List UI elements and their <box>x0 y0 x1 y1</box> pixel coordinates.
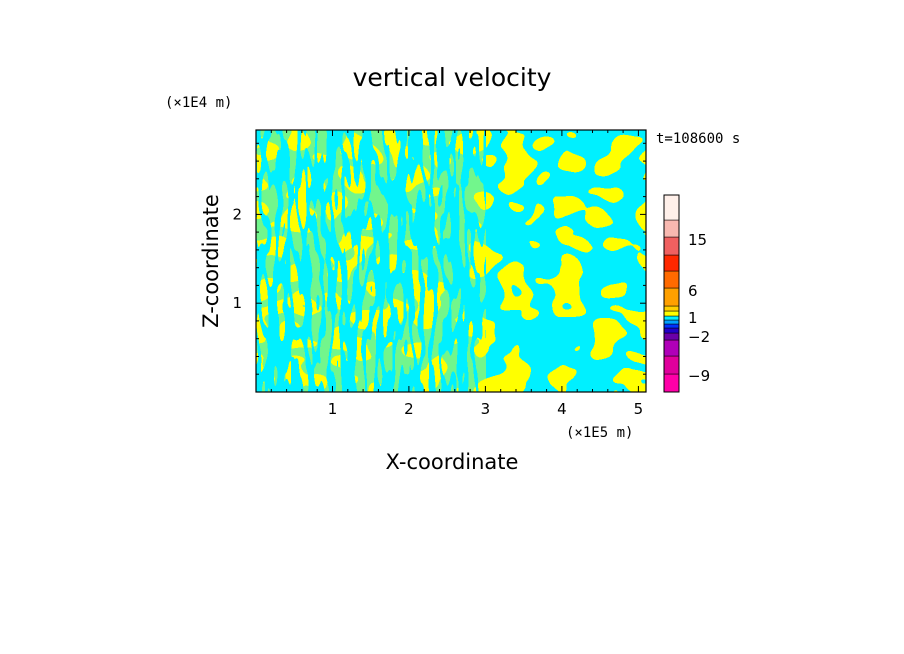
colorbar-level <box>663 270 680 289</box>
colorbar-level <box>663 332 680 341</box>
y-axis-unit: (×1E4 m) <box>165 95 232 111</box>
colorbar-tick-label: −9 <box>688 367 710 385</box>
colorbar-level <box>663 323 680 329</box>
colorbar-level <box>663 373 680 393</box>
colorbar-level <box>663 319 680 325</box>
colorbar-frame <box>663 194 680 393</box>
colorbar-level <box>663 315 680 321</box>
colorbar-tick-label: −2 <box>688 328 710 346</box>
negative-overlay <box>256 130 646 392</box>
colorbar-tick-label: 6 <box>688 282 698 300</box>
colorbar-tick-label: 1 <box>688 309 698 327</box>
colorbar-level <box>663 355 680 375</box>
x-axis-label: X-coordinate <box>386 450 519 474</box>
x-tick-label: 5 <box>634 400 644 418</box>
y-tick-label: 1 <box>232 294 242 312</box>
colorbar-level <box>663 254 680 272</box>
x-axis: 1 2 3 4 5 <box>270 130 644 418</box>
plot-frame <box>255 129 647 393</box>
colorbar-level <box>663 305 680 312</box>
colorbar-level <box>663 287 680 307</box>
colorbar-tick-label: 15 <box>688 231 707 249</box>
chart-title: vertical velocity <box>353 63 552 92</box>
x-tick-label: 1 <box>328 400 338 418</box>
x-tick-label: 2 <box>404 400 414 418</box>
colorbar <box>663 194 680 393</box>
x-tick-label: 4 <box>557 400 567 418</box>
colorbar-level <box>663 194 680 221</box>
colorbar-level <box>663 219 680 238</box>
colorbar-level <box>663 327 680 334</box>
contour-field <box>256 130 646 392</box>
colorbar-ticks: 15 6 1−2 −9 <box>688 231 710 385</box>
y-axis: 12 <box>232 142 646 375</box>
y-axis-label: Z-coordinate <box>199 194 223 328</box>
y-tick-label: 2 <box>232 205 242 223</box>
x-axis-unit: (×1E5 m) <box>566 425 633 441</box>
colorbar-level <box>663 236 680 256</box>
x-tick-label: 3 <box>481 400 491 418</box>
colorbar-level <box>663 310 680 317</box>
colorbar-level <box>663 339 680 357</box>
time-label: t=108600 s <box>656 131 740 147</box>
